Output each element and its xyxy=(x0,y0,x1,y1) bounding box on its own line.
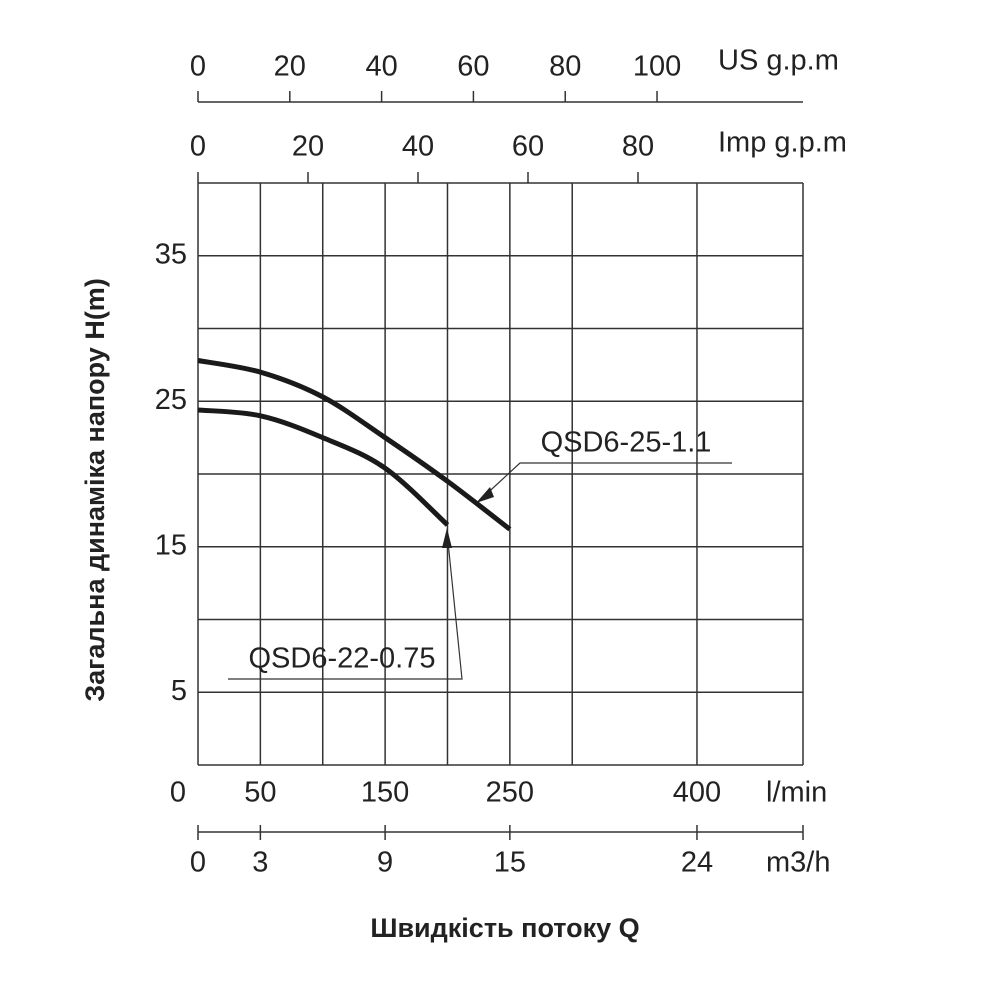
y-axis-label: Загальна динаміка напору H(m) xyxy=(80,278,110,702)
top-tick-label: 60 xyxy=(512,131,544,163)
series-label: QSD6-25-1.1 xyxy=(541,427,712,459)
y-tick-label: 15 xyxy=(155,529,187,561)
top-tick-label: 40 xyxy=(365,51,397,83)
top-tick-label: 80 xyxy=(622,131,654,163)
y-tick-label: 5 xyxy=(171,675,187,707)
top-tick-label: 80 xyxy=(549,51,581,83)
x-axis-label: l/min xyxy=(766,777,827,809)
arrow-head xyxy=(476,487,494,503)
curve xyxy=(197,358,512,532)
x-tick-label: 0 xyxy=(190,847,206,879)
top-tick-label: 100 xyxy=(633,51,681,83)
curve xyxy=(197,407,450,527)
top-tick-label: 20 xyxy=(292,131,324,163)
us-axis-label: US g.p.m xyxy=(718,45,839,77)
series-label: QSD6-22-0.75 xyxy=(249,643,436,675)
x-axis-title: Швидкість потоку Q xyxy=(370,913,639,943)
m3h-axis-label: m3/h xyxy=(766,847,830,879)
y-tick-label: 25 xyxy=(155,384,187,416)
y-tick-label: 35 xyxy=(155,238,187,270)
x-tick-label: 400 xyxy=(673,777,721,809)
top-tick-label: 0 xyxy=(190,51,206,83)
arrow-head xyxy=(442,528,452,548)
leader-line xyxy=(228,531,463,680)
x-tick-label: 9 xyxy=(377,847,393,879)
x-tick-label: 3 xyxy=(252,847,268,879)
leader-line xyxy=(479,462,732,501)
x-tick-label: 50 xyxy=(244,777,276,809)
x-tick-label: 15 xyxy=(494,847,526,879)
x-tick-label: 24 xyxy=(681,847,713,879)
top-tick-label: 60 xyxy=(457,51,489,83)
top-tick-label: 20 xyxy=(274,51,306,83)
top-tick-label: 0 xyxy=(190,131,206,163)
x-tick-label: 0 xyxy=(170,777,186,809)
imp-axis-label: Imp g.p.m xyxy=(718,127,847,159)
x-tick-label: 150 xyxy=(361,777,409,809)
top-tick-label: 40 xyxy=(402,131,434,163)
x-tick-label: 250 xyxy=(486,777,534,809)
